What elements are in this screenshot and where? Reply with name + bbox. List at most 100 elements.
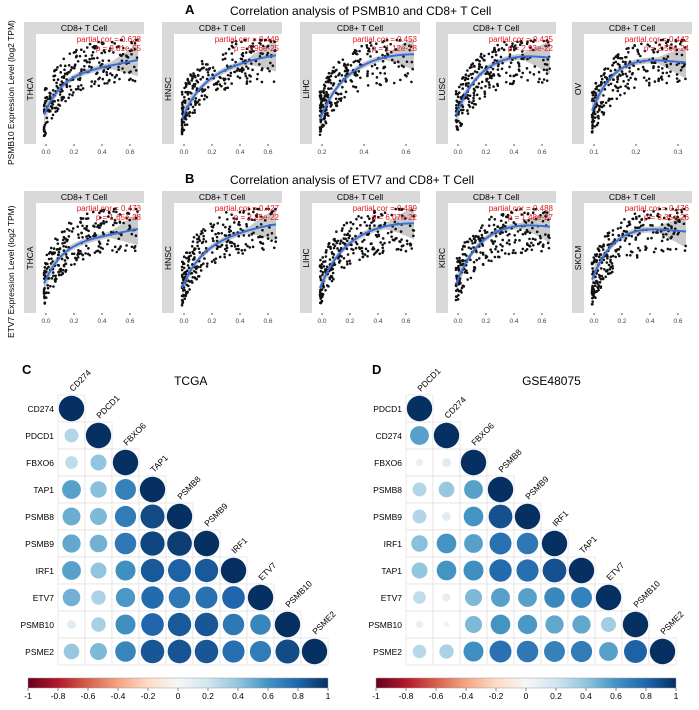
x-tick-label: 0.6 [125,149,134,156]
data-point [646,213,649,216]
data-point [59,90,62,94]
data-point [112,210,115,213]
data-point [684,244,687,248]
data-point [192,252,196,256]
corr-circle [220,557,247,584]
data-point [544,44,547,48]
data-point [616,227,620,230]
data-point [670,225,673,228]
data-point [90,57,94,60]
data-point [671,207,675,211]
data-point [357,70,361,73]
data-point [682,222,686,226]
data-point [670,43,673,46]
data-point [392,81,396,85]
data-point [475,258,479,262]
data-point [601,277,605,280]
data-point [656,214,659,217]
data-point [538,234,542,238]
data-point [356,89,360,93]
data-point [193,269,196,273]
data-point [345,221,349,225]
data-point [266,45,269,48]
data-point [345,233,349,237]
data-point [467,246,471,249]
data-point [78,54,82,58]
data-point [546,218,550,221]
corr-circle [167,639,192,664]
data-point [626,224,629,228]
data-point [531,211,535,215]
x-tick-label: 0.2 [207,318,216,325]
data-point [400,244,404,248]
data-point [186,264,190,267]
data-point [675,77,679,80]
x-tick-label: 0.4 [509,318,518,325]
data-point [664,207,668,211]
diagonal-label: PDCD1 [94,393,122,421]
x-tick-label: 0.6 [537,149,546,156]
data-point [526,212,530,215]
data-point [74,50,77,54]
strip-label: CD8+ T Cell [337,23,383,33]
data-point [111,223,115,227]
data-point [327,80,330,84]
data-point [228,253,231,257]
data-point [337,92,340,96]
data-point [226,217,229,221]
data-point [474,235,478,238]
data-point [128,218,132,222]
data-point [480,66,484,69]
data-point [597,117,600,120]
data-point [62,263,66,267]
data-point [98,76,101,80]
data-point [366,46,369,49]
data-point [61,242,64,245]
data-point [55,84,58,88]
data-point [636,50,640,53]
data-point [595,85,599,89]
data-point [97,40,100,44]
data-point [327,71,331,75]
data-point [410,247,414,250]
data-point [210,229,214,233]
data-point [42,130,46,133]
data-point [207,68,211,71]
data-point [616,62,620,66]
data-point [196,100,200,104]
data-point [370,64,374,68]
corr-circle [67,620,76,629]
data-point [318,265,322,268]
row-label: PDCD1 [25,431,54,441]
row-label: CD274 [28,404,55,414]
scale-tick-label: -0.4 [459,691,474,701]
data-point [80,69,83,73]
data-point [180,93,184,96]
data-point [390,235,393,238]
corr-circle [62,480,81,499]
data-point [230,52,234,55]
data-point [654,247,657,250]
data-point [493,228,497,231]
data-point [77,85,80,88]
data-point [521,232,525,236]
data-point [68,52,72,55]
data-point [184,85,188,88]
data-point [214,82,217,86]
panel-d-letter: D [372,362,381,377]
data-point [319,297,323,300]
data-point [221,53,225,56]
data-point [349,221,352,224]
data-point [63,259,67,262]
data-point [602,243,605,246]
data-point [81,253,85,257]
data-point [610,262,614,265]
fit-line [181,54,277,120]
data-point [454,266,458,270]
data-point [377,215,380,219]
data-point [659,230,663,233]
data-point [344,80,347,83]
data-point [260,80,264,84]
